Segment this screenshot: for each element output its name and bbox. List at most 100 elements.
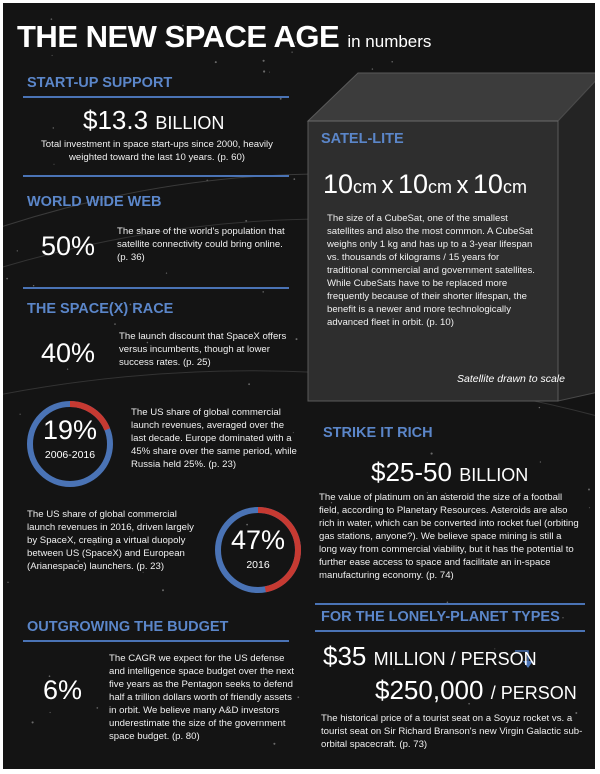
ring-47-chart	[215, 507, 301, 593]
star	[330, 502, 333, 504]
lonely-text: The historical price of a tourist seat o…	[321, 713, 583, 750]
lonely-rule-top	[315, 603, 585, 605]
spacex-rule	[23, 287, 289, 289]
www-heading: WORLD WIDE WEB	[27, 194, 162, 210]
background-art	[3, 18, 595, 745]
star	[371, 68, 374, 70]
arrow-icon	[515, 650, 533, 668]
star	[588, 488, 590, 491]
star	[150, 310, 153, 312]
budget-heading: OUTGROWING THE BUDGET	[27, 619, 229, 635]
star	[575, 712, 578, 714]
dim-unit: cm	[353, 177, 378, 197]
satellite-heading: SATEL-LITE	[321, 131, 404, 147]
star	[264, 677, 267, 680]
star	[246, 523, 248, 526]
infographic-page: THE NEW SPACE AGE in numbers START-UP SU…	[3, 3, 595, 769]
star	[391, 60, 393, 63]
startup-text: Total investment in space start-ups sinc…	[41, 139, 273, 163]
ring-19-label: 2006-2016	[44, 449, 96, 461]
ring-47-label: 2016	[246, 559, 270, 571]
dim-times: x	[456, 172, 469, 199]
dim-times: x	[381, 172, 394, 199]
ring-19-fill	[27, 401, 113, 487]
ring-19-chart	[27, 401, 113, 487]
budget-text: The CAGR we expect for the US defense an…	[109, 653, 295, 742]
ring-47-text: The US share of global commercial launch…	[27, 509, 194, 572]
lonely-heading: FOR THE LONELY-PLANET TYPES	[321, 609, 560, 625]
star	[248, 383, 250, 386]
star	[232, 143, 235, 145]
budget-rule	[23, 640, 289, 642]
strike-amount: $25-50 BILLION	[371, 457, 528, 488]
ring-19-text: The US share of global commercial launch…	[131, 407, 297, 470]
cube-top-face	[306, 72, 595, 122]
satellite-dims: 10cm x 10cm x 10cm	[323, 169, 527, 200]
star	[198, 23, 200, 25]
star	[6, 277, 8, 280]
star	[295, 338, 298, 341]
star	[588, 507, 590, 509]
star	[538, 406, 541, 409]
star	[162, 589, 164, 592]
star	[468, 702, 470, 705]
star	[49, 711, 51, 714]
www-text: The share of the world's population that…	[117, 226, 285, 263]
star	[279, 97, 282, 100]
lonely-amount-2: $250,000 / PERSON	[375, 675, 577, 706]
star	[430, 452, 433, 455]
budget-pct: 6%	[43, 675, 83, 705]
star	[140, 569, 142, 571]
star	[249, 687, 251, 689]
star	[73, 342, 76, 345]
star	[393, 668, 395, 670]
strike-amount-value: $25-50	[371, 457, 452, 487]
star	[53, 163, 55, 165]
star	[292, 432, 294, 434]
star	[291, 51, 293, 53]
star	[50, 18, 53, 20]
title-sub: in numbers	[347, 32, 432, 51]
star	[31, 721, 34, 724]
page-title: THE NEW SPACE AGE in numbers	[17, 19, 431, 55]
star	[142, 571, 144, 573]
star	[51, 54, 53, 56]
dim-value: 10	[397, 169, 428, 199]
ring-47-fill	[215, 507, 301, 593]
startup-amount: $13.3 BILLION	[83, 105, 224, 136]
star	[165, 272, 168, 274]
star	[83, 128, 85, 130]
dim-value: 10	[323, 169, 354, 199]
star	[444, 492, 447, 495]
ring-47-pct: 47%	[230, 525, 286, 555]
star	[96, 707, 99, 709]
star	[7, 581, 9, 584]
ring-19-pct: 19%	[42, 415, 98, 445]
lonely-amount-2-unit: / PERSON	[490, 683, 577, 703]
star	[426, 492, 428, 494]
lonely-amount-1: $35 MILLION / PERSON	[323, 641, 537, 672]
star	[294, 42, 297, 44]
spacex-stat1-text: The launch discount that SpaceX offers v…	[119, 331, 287, 368]
star	[245, 219, 248, 222]
startup-amount-value: $13.3	[83, 105, 149, 135]
dim-value: 10	[472, 169, 503, 199]
star	[114, 323, 116, 325]
cubesat-drawing	[306, 72, 595, 402]
star	[48, 675, 51, 678]
dim-unit: cm	[428, 177, 452, 197]
lonely-amount-1-value: $35	[323, 641, 367, 671]
satellite-text: The size of a CubeSat, one of the smalle…	[327, 213, 535, 328]
star	[93, 543, 96, 546]
star	[66, 368, 69, 370]
title-main: THE NEW SPACE AGE	[17, 19, 340, 54]
spacex-stat1-pct: 40%	[41, 338, 96, 368]
star	[446, 601, 449, 604]
star	[269, 71, 271, 73]
star	[262, 59, 265, 62]
star	[129, 303, 132, 306]
lonely-amount-1-unit: MILLION / PERSON	[373, 649, 537, 669]
star	[19, 413, 21, 415]
satellite-caption: Satellite drawn to scale	[457, 373, 565, 385]
dim-unit: cm	[502, 177, 527, 197]
